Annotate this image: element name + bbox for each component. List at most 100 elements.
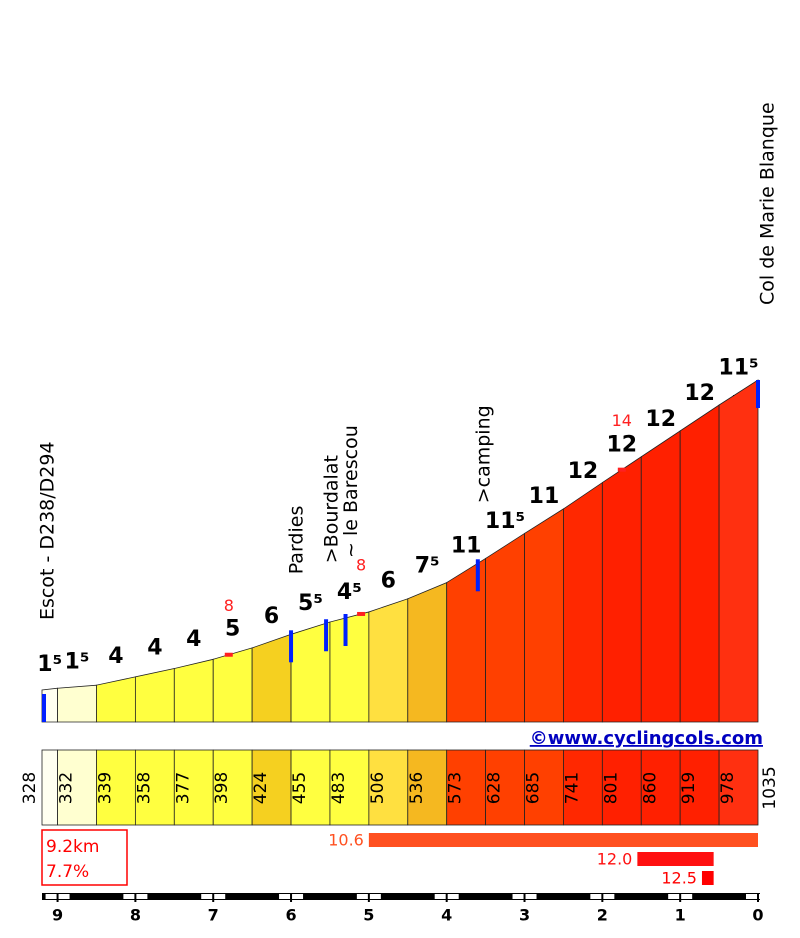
profile-segment <box>679 404 720 723</box>
profile-segment <box>368 598 409 723</box>
elevation-box <box>96 749 136 826</box>
elevation-label: 483 <box>329 772 349 804</box>
elevation-label: 398 <box>212 772 232 804</box>
chart-title: Col de Marie Blanque <box>757 102 779 305</box>
place-label: Pardies <box>286 506 308 575</box>
elevation-label: 536 <box>407 772 427 804</box>
gradient-label: 1⁵ <box>65 650 90 675</box>
elevation-box <box>446 749 487 826</box>
summary-gradient: 7.7% <box>46 862 89 882</box>
max-gradient-label: 8 <box>224 596 234 615</box>
elevation-box <box>407 749 448 826</box>
x-tick-label: 0 <box>752 906 763 925</box>
gradient-label: 12 <box>645 407 676 432</box>
profile-segment <box>485 532 525 723</box>
gradient-label: 11 <box>529 484 560 509</box>
gradient-label: 11⁵ <box>718 355 758 380</box>
profile-segment <box>96 676 136 723</box>
elevation-box <box>251 749 292 826</box>
elevation-box <box>524 749 564 826</box>
profile-segment <box>640 430 681 723</box>
gradient-label: 1⁵ <box>37 652 62 677</box>
gradient-label: 6 <box>264 604 279 629</box>
elevation-label: 328 <box>20 772 40 804</box>
elevation-box <box>563 749 603 826</box>
profile-segment <box>563 481 603 723</box>
steep-bar <box>701 871 714 885</box>
start-label: Escot - D238/D294 <box>37 441 59 620</box>
credit: ©www.cyclingcols.com <box>530 728 763 749</box>
elevation-label: 339 <box>95 772 115 804</box>
elevation-box <box>640 749 681 826</box>
gradient-label: 12 <box>684 381 715 406</box>
profile-segment <box>718 379 759 723</box>
profile-segment <box>134 668 175 723</box>
place-label: >Bourdalat <box>321 455 343 563</box>
elevation-label: 332 <box>57 772 77 804</box>
profile-segment <box>407 581 448 723</box>
max-gradient-dot <box>224 652 233 657</box>
gradient-label: 11 <box>451 534 482 559</box>
profile-segment <box>173 658 214 723</box>
steep-label: 12.5 <box>661 869 697 888</box>
elevation-box <box>57 749 97 826</box>
elevation-label: 685 <box>524 772 544 804</box>
profile-segment <box>57 684 97 723</box>
elevation-label: 801 <box>601 772 621 804</box>
scale-bar <box>42 893 760 900</box>
elevation-label: 919 <box>679 772 699 804</box>
gradient-label: 6 <box>381 568 396 593</box>
elevation-box <box>173 749 214 826</box>
x-tick-label: 5 <box>363 906 374 925</box>
elevation-label: 424 <box>251 772 271 804</box>
gradient-label: 4⁵ <box>337 580 362 605</box>
elevation-box <box>41 749 58 826</box>
gradient-label: 5⁵ <box>298 591 323 616</box>
credit-band <box>0 725 800 750</box>
gradient-label: 5 <box>225 617 240 642</box>
x-tick-label: 9 <box>52 906 63 925</box>
elevation-box <box>718 749 759 826</box>
elevation-label: 455 <box>290 772 310 804</box>
elevation-label: 1035 <box>760 766 780 809</box>
x-tick-label: 6 <box>285 906 296 925</box>
elevation-box <box>601 749 642 826</box>
elevation-box <box>679 749 720 826</box>
gradient-label: 12 <box>606 433 637 458</box>
elevation-label: 358 <box>134 772 154 804</box>
elevation-box <box>485 749 525 826</box>
x-tick-label: 1 <box>675 906 686 925</box>
profile-segment <box>601 455 642 723</box>
gradient-label: 4 <box>186 627 201 652</box>
x-tick-label: 3 <box>519 906 530 925</box>
elevation-box <box>290 749 331 826</box>
steep-label: 12.0 <box>597 850 633 869</box>
place-label: >camping <box>472 405 494 503</box>
elevation-label: 628 <box>485 772 505 804</box>
max-gradient-label: 8 <box>356 555 366 574</box>
x-tick-label: 7 <box>208 906 219 925</box>
place-label: ~ le Barescou <box>340 425 362 558</box>
max-gradient-dot <box>357 611 366 616</box>
elevation-box <box>368 749 409 826</box>
profile-segment <box>212 647 253 723</box>
elevation-label: 860 <box>640 772 660 804</box>
x-tick-label: 2 <box>597 906 608 925</box>
profile-segment <box>329 611 370 723</box>
elevation-label: 978 <box>718 772 738 804</box>
profile-segment <box>524 508 564 723</box>
gradient-label: 7⁵ <box>415 554 440 579</box>
steep-bar <box>637 852 714 866</box>
gradient-label: 4 <box>147 636 162 661</box>
summary-distance: 9.2km <box>46 837 99 857</box>
steep-bar <box>368 833 758 847</box>
gradient-label: 12 <box>568 459 599 484</box>
elevation-label: 573 <box>446 772 466 804</box>
summary-box <box>41 829 128 886</box>
elevation-box <box>212 749 253 826</box>
max-gradient-label: 14 <box>612 411 632 430</box>
gradient-label: 4 <box>108 644 123 669</box>
profile-segment <box>251 633 292 723</box>
